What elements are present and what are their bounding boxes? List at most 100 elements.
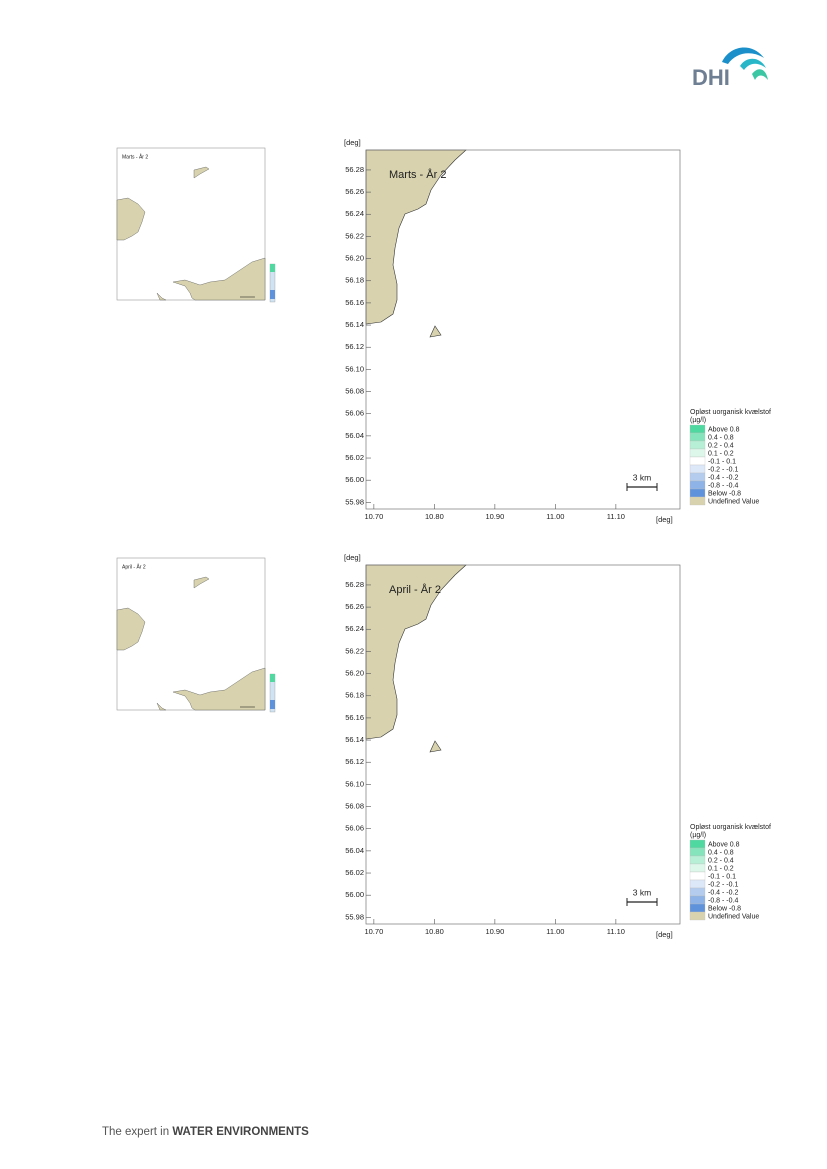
y-tick-label: 56.06: [345, 824, 364, 833]
y-tick-label: 56.12: [345, 342, 364, 351]
legend-swatch: [689, 464, 706, 474]
y-tick-label: 56.16: [345, 298, 364, 307]
legend-swatch: [689, 911, 706, 921]
y-tick-label: 56.26: [345, 602, 364, 611]
scale-bar-label: 3 km: [633, 887, 651, 897]
y-tick-label: 56.20: [345, 669, 364, 678]
legend-label: Above 0.8: [708, 841, 740, 848]
legend-label: Below -0.8: [708, 490, 741, 497]
legend-swatch: [689, 839, 706, 849]
y-tick-label: 56.22: [345, 231, 364, 240]
y-tick-label: 56.02: [345, 868, 364, 877]
x-tick-label: 10.70: [364, 927, 383, 936]
map-figure: Marts - År 2 [deg] [deg] 10.70 10.80 10.90 11.…: [344, 138, 771, 524]
y-tick-label: 56.14: [345, 320, 364, 329]
legend-swatch: [689, 448, 706, 458]
x-unit: [deg]: [656, 930, 673, 939]
map-title: Marts - År 2: [389, 168, 446, 181]
legend-swatch: [689, 855, 706, 865]
legend-swatch: [689, 456, 706, 466]
y-tick-label: 56.00: [345, 475, 364, 484]
legend-label: -0.8 - -0.4: [708, 482, 738, 489]
plot-frame: [365, 149, 681, 510]
legend-swatch: [689, 847, 706, 857]
y-tick-label: 56.26: [345, 187, 364, 196]
plot-frame: [365, 564, 681, 925]
legend-unit: (µg/l): [690, 832, 706, 839]
legend: Opløst uorganisk kvælstof(µg/l)Above 0.8…: [689, 824, 771, 921]
legend-label: -0.1 - 0.1: [708, 873, 736, 880]
y-tick-label: 56.08: [345, 802, 364, 811]
legend-label: -0.1 - 0.1: [708, 458, 736, 465]
scale-bar-label: 3 km: [633, 472, 651, 482]
y-tick-label: 56.02: [345, 453, 364, 462]
legend-label: -0.2 - -0.1: [708, 466, 738, 473]
y-tick-label: 56.14: [345, 735, 364, 744]
legend-label: Below -0.8: [708, 905, 741, 912]
y-tick-label: 55.98: [345, 912, 364, 921]
plot-area: [366, 565, 680, 924]
legend-title: Opløst uorganisk kvælstof: [690, 824, 771, 831]
y-tick-label: 56.00: [345, 890, 364, 899]
plot-area: [366, 150, 680, 509]
footer: The expert in WATER ENVIRONMENTS: [102, 1126, 309, 1138]
legend-swatch: [689, 903, 706, 913]
y-tick-label: 56.24: [345, 209, 364, 218]
map-title: April - År 2: [389, 583, 441, 596]
legend-label: 0.1 - 0.2: [708, 865, 734, 872]
legend-label: 0.4 - 0.8: [708, 849, 734, 856]
x-unit: [deg]: [656, 515, 673, 524]
y-tick-label: 56.18: [345, 691, 364, 700]
legend-swatch: [689, 887, 706, 897]
logo-text: DHI: [692, 65, 730, 90]
map-figure: April - År 2 [deg] [deg] 10.70 10.80 10.90 11.…: [344, 553, 771, 939]
legend-label: 0.2 - 0.4: [708, 857, 734, 864]
logo: DHI: [692, 47, 768, 90]
overview-map: April - År 2: [116, 557, 276, 713]
y-tick-label: 55.98: [345, 497, 364, 506]
y-tick-label: 56.18: [345, 276, 364, 285]
legend-title: Opløst uorganisk kvælstof: [690, 409, 771, 416]
legend-label: Undefined Value: [708, 498, 759, 505]
legend-swatch: [689, 480, 706, 490]
y-unit: [deg]: [344, 138, 361, 147]
y-tick-label: 56.10: [345, 364, 364, 373]
x-tick-label: 11.10: [607, 512, 625, 521]
y-unit: [deg]: [344, 553, 361, 562]
x-tick-label: 11.00: [546, 927, 564, 936]
legend-swatch: [689, 472, 706, 482]
legend-label: -0.4 - -0.2: [708, 474, 738, 481]
legend-swatch: [689, 488, 706, 498]
legend-label: -0.8 - -0.4: [708, 897, 738, 904]
legend-label: -0.4 - -0.2: [708, 889, 738, 896]
x-tick-label: 11.00: [546, 512, 564, 521]
footer-emphasis: WATER ENVIRONMENTS: [172, 1126, 309, 1138]
overview-title: April - År 2: [122, 563, 146, 570]
legend-swatch: [689, 863, 706, 873]
y-tick-label: 56.28: [345, 580, 364, 589]
y-tick-label: 56.04: [345, 846, 364, 855]
legend-swatch: [689, 895, 706, 905]
legend-swatch: [689, 424, 706, 434]
legend: Opløst uorganisk kvælstof(µg/l)Above 0.8…: [689, 409, 771, 505]
footer-lead: The expert in: [102, 1126, 172, 1138]
legend-swatch: [689, 879, 706, 889]
y-tick-label: 56.22: [345, 646, 364, 655]
legend-swatch: [689, 871, 706, 881]
x-tick-label: 10.90: [485, 927, 504, 936]
x-tick-label: 10.90: [485, 512, 504, 521]
legend-label: -0.2 - -0.1: [708, 881, 738, 888]
y-tick-label: 56.16: [345, 713, 364, 722]
x-tick-label: 10.80: [425, 512, 444, 521]
x-tick-label: 10.80: [425, 927, 444, 936]
overview-title: Marts - År 2: [122, 153, 148, 160]
y-tick-label: 56.10: [345, 779, 364, 788]
y-tick-label: 56.24: [345, 624, 364, 633]
legend-label: Undefined Value: [708, 913, 759, 920]
legend-label: 0.2 - 0.4: [708, 442, 734, 449]
y-tick-label: 56.20: [345, 254, 364, 263]
legend-label: 0.4 - 0.8: [708, 434, 734, 441]
y-tick-label: 56.06: [345, 409, 364, 418]
